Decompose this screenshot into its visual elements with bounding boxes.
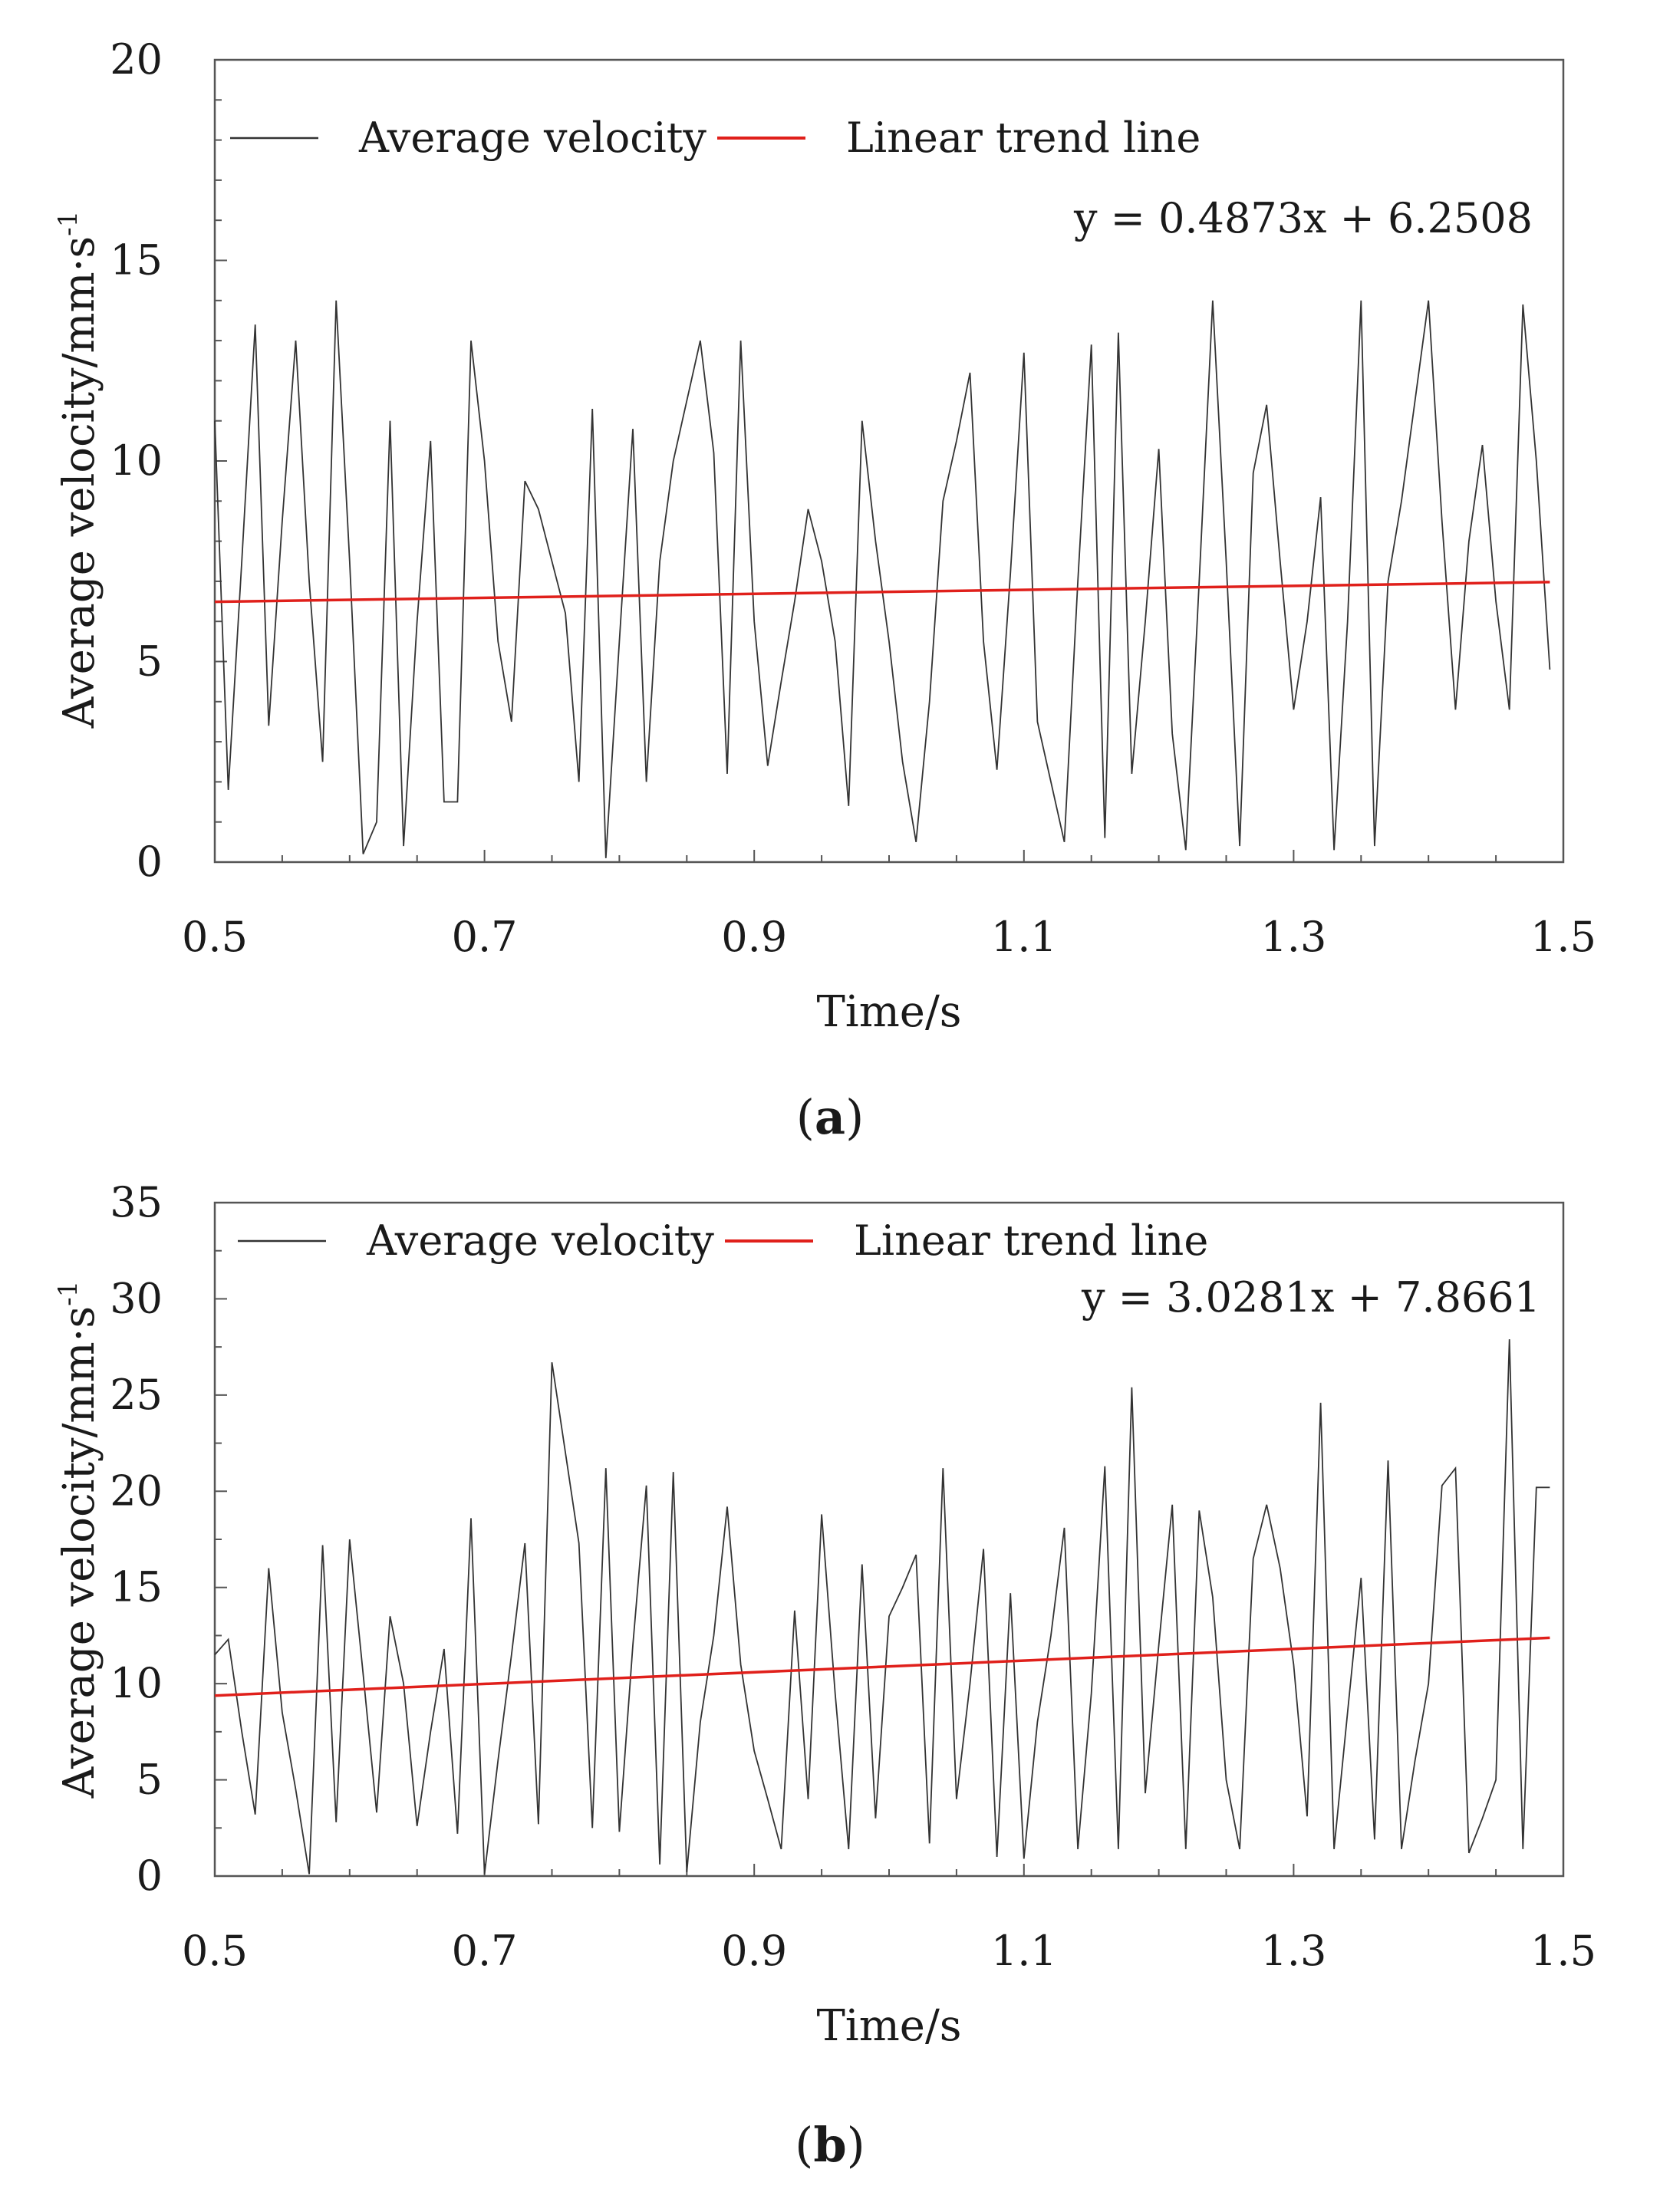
y-tick-label: 0: [137, 1852, 163, 1900]
y-tick-label: 10: [110, 1659, 163, 1707]
y-tick-label: 20: [110, 35, 163, 84]
panel-b-x-tick-labels: 0.5 0.7 0.9 1.1 1.3 1.5: [182, 1927, 1596, 1975]
panel-a-y-axis-label-main: Average velocity/mm·s: [54, 236, 104, 729]
panel-b-y-axis-label: Average velocity/mm·s-1: [53, 1281, 104, 1799]
panel-b-y-axis-label-main: Average velocity/mm·s: [54, 1306, 104, 1799]
y-tick-label: 25: [110, 1371, 163, 1419]
y-tick-label: 35: [110, 1178, 163, 1226]
panel-b-chart: 0 5 10 15 20 25 30 35 0.5 0.7 0.9 1.1 1.3 1.5 Averag…: [53, 1178, 1596, 2173]
panel-a-caption: (a): [796, 1089, 865, 1145]
panel-a-x-tick-labels: 0.5 0.7 0.9 1.1 1.3 1.5: [182, 913, 1596, 961]
y-tick-label: 30: [110, 1274, 163, 1322]
y-tick-label: 20: [110, 1466, 163, 1515]
x-tick-label: 0.9: [721, 1927, 787, 1975]
x-tick-label: 0.5: [182, 913, 248, 961]
panel-a-x-axis-label: Time/s: [816, 987, 961, 1037]
x-tick-label: 1.3: [1260, 913, 1326, 961]
average-velocity-line: [214, 300, 1551, 858]
panel-b-caption: (b): [795, 2117, 865, 2173]
panel-a-y-axis-label-superscript: -1: [53, 211, 84, 236]
panel-b-x-ticks: [214, 1864, 1564, 1876]
trend-line: [214, 1636, 1550, 1697]
panel-b-y-axis-label-group: Average velocity/mm·s-1: [53, 1281, 104, 1799]
panel-a-y-axis-label-group: Average velocity/mm·s-1: [53, 211, 104, 729]
x-tick-label: 0.5: [182, 1927, 248, 1975]
panel-b-y-axis-label-superscript: -1: [53, 1281, 84, 1306]
y-tick-label: 15: [110, 1563, 163, 1611]
panel-a-caption-letter: a: [815, 1089, 845, 1145]
panel-b-legend-label-trend: Linear trend line: [854, 1216, 1208, 1265]
panel-b-caption-close: ): [847, 2117, 865, 2173]
y-tick-label: 5: [137, 1756, 163, 1804]
panel-b-legend-label-average: Average velocity: [366, 1216, 714, 1265]
y-tick-label: 0: [137, 838, 163, 886]
panel-b-series: [214, 1339, 1550, 1875]
panel-a-y-tick-labels: 0 5 10 15 20: [110, 35, 163, 886]
trend-line: [214, 581, 1550, 604]
x-tick-label: 1.5: [1530, 1927, 1596, 1975]
x-tick-label: 1.1: [991, 913, 1057, 961]
panel-a-plot-frame: [213, 58, 1565, 864]
panel-a-series: [214, 300, 1551, 858]
panel-a-y-axis-label: Average velocity/mm·s-1: [53, 211, 104, 729]
panel-a-trend-equation: y = 0.4873x + 6.2508: [1073, 194, 1533, 242]
panel-b-trend-equation: y = 3.0281x + 7.8661: [1081, 1273, 1540, 1322]
panel-b-y-tick-labels: 0 5 10 15 20 25 30 35: [110, 1178, 163, 1900]
x-tick-label: 1.5: [1530, 913, 1596, 961]
average-velocity-line: [214, 1339, 1550, 1875]
panel-b-y-ticks: [215, 1202, 227, 1877]
panel-a-caption-open: (: [796, 1089, 815, 1145]
y-tick-label: 15: [110, 236, 163, 285]
panel-b-x-axis-label: Time/s: [816, 2001, 961, 2051]
x-tick-label: 0.7: [452, 1927, 518, 1975]
panel-a-chart: 0 5 10 15 20 0.5 0.7 0.9 1.1 1.3 1.5 Average velo…: [53, 35, 1596, 1145]
panel-b-caption-open: (: [795, 2117, 813, 2173]
panel-a-caption-close: ): [845, 1089, 864, 1145]
y-tick-label: 5: [137, 637, 163, 686]
x-tick-label: 1.1: [991, 1927, 1057, 1975]
x-tick-label: 0.7: [452, 913, 518, 961]
x-tick-label: 0.9: [721, 913, 787, 961]
panel-a-legend-label-average: Average velocity: [358, 114, 706, 162]
y-tick-label: 10: [110, 436, 163, 485]
panel-a-legend-label-trend: Linear trend line: [846, 114, 1201, 162]
panel-a-x-ticks: [214, 850, 1564, 862]
x-tick-label: 1.3: [1260, 1927, 1326, 1975]
panel-b-caption-letter: b: [813, 2117, 846, 2173]
